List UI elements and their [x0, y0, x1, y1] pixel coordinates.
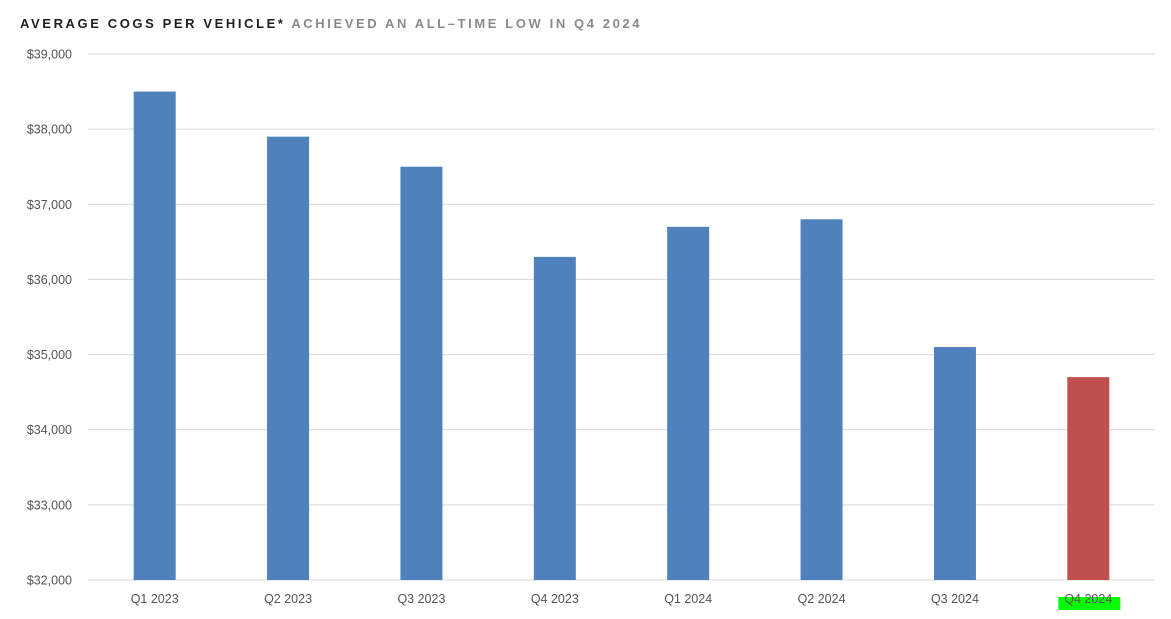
chart-title-main: AVERAGE COGS PER VEHICLE*: [20, 16, 286, 31]
x-tick-label: Q2 2023: [264, 592, 312, 606]
y-tick-label: $34,000: [27, 423, 72, 437]
x-tick-label: Q2 2024: [798, 592, 846, 606]
x-tick-label: Q4 2024: [1064, 592, 1112, 606]
y-tick-label: $38,000: [27, 123, 72, 137]
x-tick-label: Q4 2023: [531, 592, 579, 606]
bar-q2-2024: [800, 219, 843, 581]
bar-q4-2024: [1067, 377, 1110, 580]
y-tick-label: $36,000: [27, 273, 72, 287]
bar-q1-2024: [667, 226, 710, 581]
y-tick-label: $39,000: [27, 48, 72, 62]
bar-q2-2023: [267, 136, 310, 580]
y-tick-label: $33,000: [27, 498, 72, 512]
bar-q3-2023: [400, 166, 443, 580]
chart-title-sub: ACHIEVED AN ALL–TIME LOW IN Q4 2024: [291, 16, 643, 31]
y-tick-label: $37,000: [27, 198, 72, 212]
chart-title: AVERAGE COGS PER VEHICLE* ACHIEVED AN AL…: [20, 16, 642, 31]
bar-q3-2024: [933, 347, 976, 580]
bar-q1-2023: [133, 91, 176, 581]
x-tick-label: Q1 2023: [131, 592, 179, 606]
x-tick-label: Q3 2023: [397, 592, 445, 606]
y-tick-label: $32,000: [27, 574, 72, 588]
x-tick-label: Q3 2024: [931, 592, 979, 606]
y-tick-label: $35,000: [27, 348, 72, 362]
x-tick-label: Q1 2024: [664, 592, 712, 606]
highlight-marker: [1058, 597, 1121, 610]
bar-q4-2023: [533, 256, 576, 580]
